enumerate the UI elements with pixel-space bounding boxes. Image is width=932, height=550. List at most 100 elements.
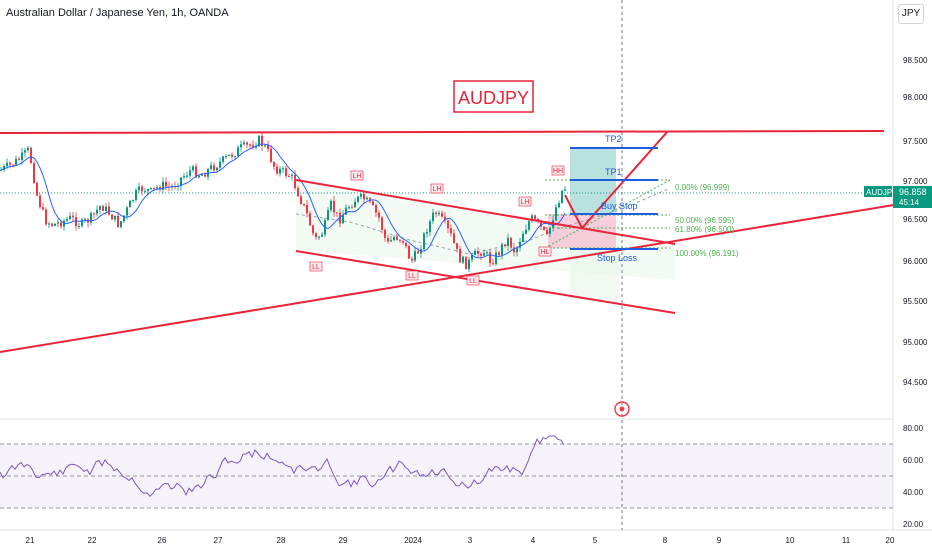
candle-body <box>69 215 71 220</box>
resistance-line[interactable] <box>0 130 885 134</box>
candle-body <box>267 145 269 149</box>
swing-label: HH <box>553 168 563 175</box>
candle-body <box>63 220 65 227</box>
swing-label-box <box>405 270 419 281</box>
candle-body <box>255 146 257 148</box>
rsi-axis-tick: 60.00 <box>903 456 924 465</box>
candle-body <box>99 205 101 210</box>
stop-loss-label: Stop Loss <box>597 253 638 263</box>
target-marker-icon[interactable] <box>614 401 630 417</box>
rsi-axis[interactable]: 80.00 60.00 40.00 20.00 <box>903 424 924 529</box>
currency-button[interactable]: JPY <box>898 4 924 24</box>
candle-body <box>561 190 563 204</box>
candle-body <box>270 148 272 162</box>
candle-body <box>84 219 86 221</box>
candle-body <box>486 252 488 254</box>
time-axis-tick: 29 <box>339 536 348 545</box>
stop-loss-zone <box>548 214 616 248</box>
price-axis-tick: 96.000 <box>903 257 928 266</box>
time-axis[interactable]: 21 22 26 27 28 29 2024 3 4 5 8 9 10 11 20 <box>26 536 895 545</box>
candle-body <box>15 158 17 166</box>
swing-label: LL <box>408 273 416 280</box>
candle-body <box>180 177 182 186</box>
swing-label: LH <box>353 173 362 180</box>
candle-body <box>441 212 443 217</box>
candle-body <box>249 144 251 146</box>
candle-body <box>351 207 353 209</box>
rsi-line <box>0 435 565 498</box>
candle-body <box>165 181 167 187</box>
candle-body <box>21 152 23 161</box>
swing-label-box <box>309 261 323 272</box>
swing-label: LH <box>521 199 530 206</box>
candle-body <box>213 165 215 171</box>
candle-body <box>522 233 524 243</box>
candle-body <box>333 200 335 213</box>
candle-body <box>261 135 263 146</box>
candle-body <box>114 215 116 220</box>
candle-body <box>462 256 464 263</box>
price-tag-bg <box>893 186 932 208</box>
candle-body <box>234 156 236 158</box>
price-axis[interactable]: 98.500 98.000 97.500 97.000 96.500 96.000 95.5… <box>903 56 928 387</box>
candle-body <box>243 142 245 145</box>
candle-body <box>222 156 224 162</box>
time-axis-tick: 20 <box>886 536 895 545</box>
fib-618-label: 61.80% (96.500) <box>675 225 734 234</box>
candle-body <box>456 243 458 249</box>
candle-body <box>246 142 248 145</box>
candle-body <box>27 147 29 151</box>
rsi-pane[interactable] <box>0 420 893 530</box>
candle-body <box>45 209 47 225</box>
swing-label-box <box>538 246 552 257</box>
candle-body <box>81 219 83 227</box>
ascending-support-line[interactable] <box>0 203 901 353</box>
swing-label-box <box>551 165 565 176</box>
price-axis-tick: 98.000 <box>903 93 928 102</box>
candle-body <box>426 232 428 234</box>
price-tag-price: 96.858 <box>899 187 927 197</box>
candle-body <box>9 162 11 165</box>
candle-body <box>294 174 296 189</box>
candle-body <box>531 215 533 222</box>
candle-body <box>252 145 254 148</box>
target-lines[interactable] <box>570 147 658 250</box>
candle-body <box>72 215 74 218</box>
price-axis-tick: 97.500 <box>903 137 928 146</box>
swing-label-box <box>430 183 444 194</box>
candle-body <box>30 147 32 163</box>
candle-body <box>423 233 425 250</box>
moving-average-line <box>0 143 566 259</box>
candle-body <box>48 223 50 225</box>
candle-body <box>507 237 509 246</box>
swing-label: HL <box>541 249 550 256</box>
price-tag-countdown: 45:14 <box>899 198 920 207</box>
candle-body <box>414 251 416 261</box>
candle-body <box>549 227 551 234</box>
time-axis-tick: 22 <box>88 536 97 545</box>
chart-title[interactable]: Australian Dollar / Japanese Yen, 1h, OA… <box>6 7 229 19</box>
candle-body <box>339 212 341 224</box>
candle-body <box>162 181 164 190</box>
candle-body <box>381 217 383 230</box>
channel-lower-line[interactable] <box>295 250 676 314</box>
ticker-box-label: AUDJPY <box>458 88 529 108</box>
candle-body <box>6 162 8 166</box>
channel-upper-line[interactable] <box>295 179 676 245</box>
candle-body <box>399 239 401 241</box>
candle-body <box>126 207 128 216</box>
ticker-box[interactable] <box>453 80 534 113</box>
projection-path[interactable] <box>564 130 669 230</box>
candle-body <box>357 196 359 202</box>
candle-body <box>288 175 290 177</box>
candle-body <box>375 205 377 213</box>
time-axis-tick: 27 <box>214 536 223 545</box>
candle-body <box>273 161 275 167</box>
candle-body <box>495 252 497 265</box>
time-axis-tick: 9 <box>717 536 722 545</box>
trendlines[interactable] <box>0 130 901 353</box>
candle-body <box>78 226 80 228</box>
candle-body <box>378 212 380 218</box>
candlestick-series <box>0 132 566 273</box>
